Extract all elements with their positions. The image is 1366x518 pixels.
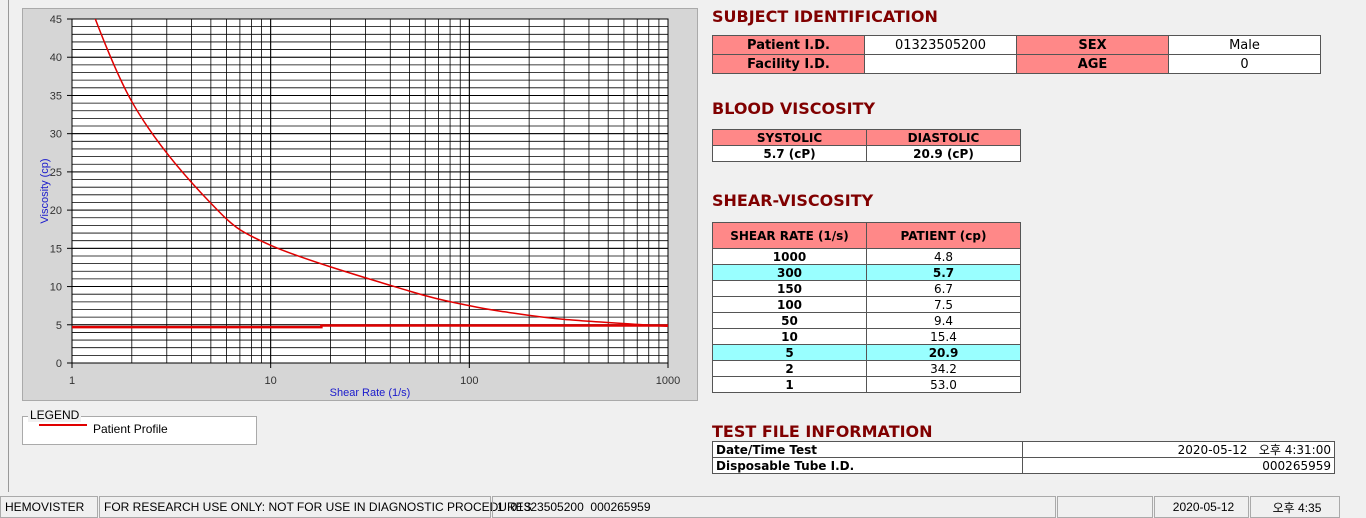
- table-cell: 1: [712, 376, 867, 393]
- y-tick-label: 40: [50, 52, 62, 64]
- table-cell: SEX: [1016, 35, 1169, 55]
- status-panel: FOR RESEARCH USE ONLY: NOT FOR USE IN DI…: [99, 496, 532, 518]
- table-cell: 150: [712, 280, 867, 297]
- table-cell: 2020-05-12 오후 4:31:00: [1022, 441, 1335, 458]
- legend-title: LEGEND: [28, 408, 82, 422]
- y-axis-label: Viscosity (cp): [39, 158, 51, 223]
- legend-label: Patient Profile: [93, 422, 168, 436]
- table-cell: 5.7 (cP): [712, 145, 867, 162]
- y-tick-label: 10: [50, 282, 62, 294]
- status-panel: 오후 4:35: [1250, 496, 1340, 518]
- table-cell: 100: [712, 296, 867, 313]
- table-cell: 5.7: [866, 264, 1021, 281]
- y-tick-label: 15: [50, 243, 62, 255]
- y-tick-label: 30: [50, 129, 62, 141]
- x-tick-label: 100: [460, 375, 478, 387]
- frame-edge: [8, 0, 9, 492]
- table-cell: SHEAR RATE (1/s): [712, 222, 867, 249]
- table-cell: 34.2: [866, 360, 1021, 377]
- status-panel: [1057, 496, 1153, 518]
- table-cell: 50: [712, 312, 867, 329]
- table-cell: Disposable Tube I.D.: [712, 457, 1023, 474]
- y-tick-label: 0: [56, 358, 62, 370]
- x-tick-label: 1000: [656, 375, 680, 387]
- table-cell: 4.8: [866, 248, 1021, 265]
- table-cell: 20.9 (cP): [866, 145, 1021, 162]
- table-cell: 5: [712, 344, 867, 361]
- table-cell: 10: [712, 328, 867, 345]
- status-panel: HEMOVISTER: [0, 496, 98, 518]
- y-tick-label: 45: [50, 14, 62, 26]
- table-cell: DIASTOLIC: [866, 129, 1021, 146]
- status-panel: 1 01323505200 000265959: [492, 496, 1056, 518]
- x-tick-label: 10: [265, 375, 277, 387]
- x-axis-label: Shear Rate (1/s): [330, 387, 411, 399]
- section-title: BLOOD VISCOSITY: [712, 99, 876, 118]
- section-title: TEST FILE INFORMATION: [712, 422, 933, 441]
- y-tick-label: 35: [50, 90, 62, 102]
- table-cell: 1000: [712, 248, 867, 265]
- legend: Patient Profile: [22, 416, 257, 445]
- section-title: SHEAR-VISCOSITY: [712, 191, 874, 210]
- y-tick-label: 5: [56, 320, 62, 332]
- chart: 0 5 10 15 20 25 30 35 40 45 1 10 100 1000 Shear Rate (…: [39, 14, 680, 399]
- status-panel: 2020-05-12: [1154, 496, 1249, 518]
- table-cell: 300: [712, 264, 867, 281]
- table-cell: 15.4: [866, 328, 1021, 345]
- table-cell: AGE: [1016, 54, 1169, 74]
- table-cell: 53.0: [866, 376, 1021, 393]
- y-tick-label: 25: [50, 167, 62, 179]
- x-tick-label: 1: [69, 375, 75, 387]
- table-cell: 2: [712, 360, 867, 377]
- table-cell: 20.9: [866, 344, 1021, 361]
- section-title: SUBJECT IDENTIFICATION: [712, 7, 938, 26]
- legend-swatch: [39, 424, 87, 426]
- table-cell: [864, 54, 1017, 74]
- table-cell: Male: [1168, 35, 1321, 55]
- table-cell: Facility I.D.: [712, 54, 865, 74]
- series-line: [72, 324, 668, 329]
- table-cell: 000265959: [1022, 457, 1335, 474]
- table-cell: PATIENT (cp): [866, 222, 1021, 249]
- table-cell: SYSTOLIC: [712, 129, 867, 146]
- table-cell: 7.5: [866, 296, 1021, 313]
- table-cell: 0: [1168, 54, 1321, 74]
- table-cell: Patient I.D.: [712, 35, 865, 55]
- table-cell: 9.4: [866, 312, 1021, 329]
- table-cell: 01323505200: [864, 35, 1017, 55]
- table-cell: 6.7: [866, 280, 1021, 297]
- y-tick-label: 20: [50, 205, 62, 217]
- table-cell: Date/Time Test: [712, 441, 1023, 458]
- plot-area: [71, 18, 669, 364]
- series-line: [94, 19, 668, 328]
